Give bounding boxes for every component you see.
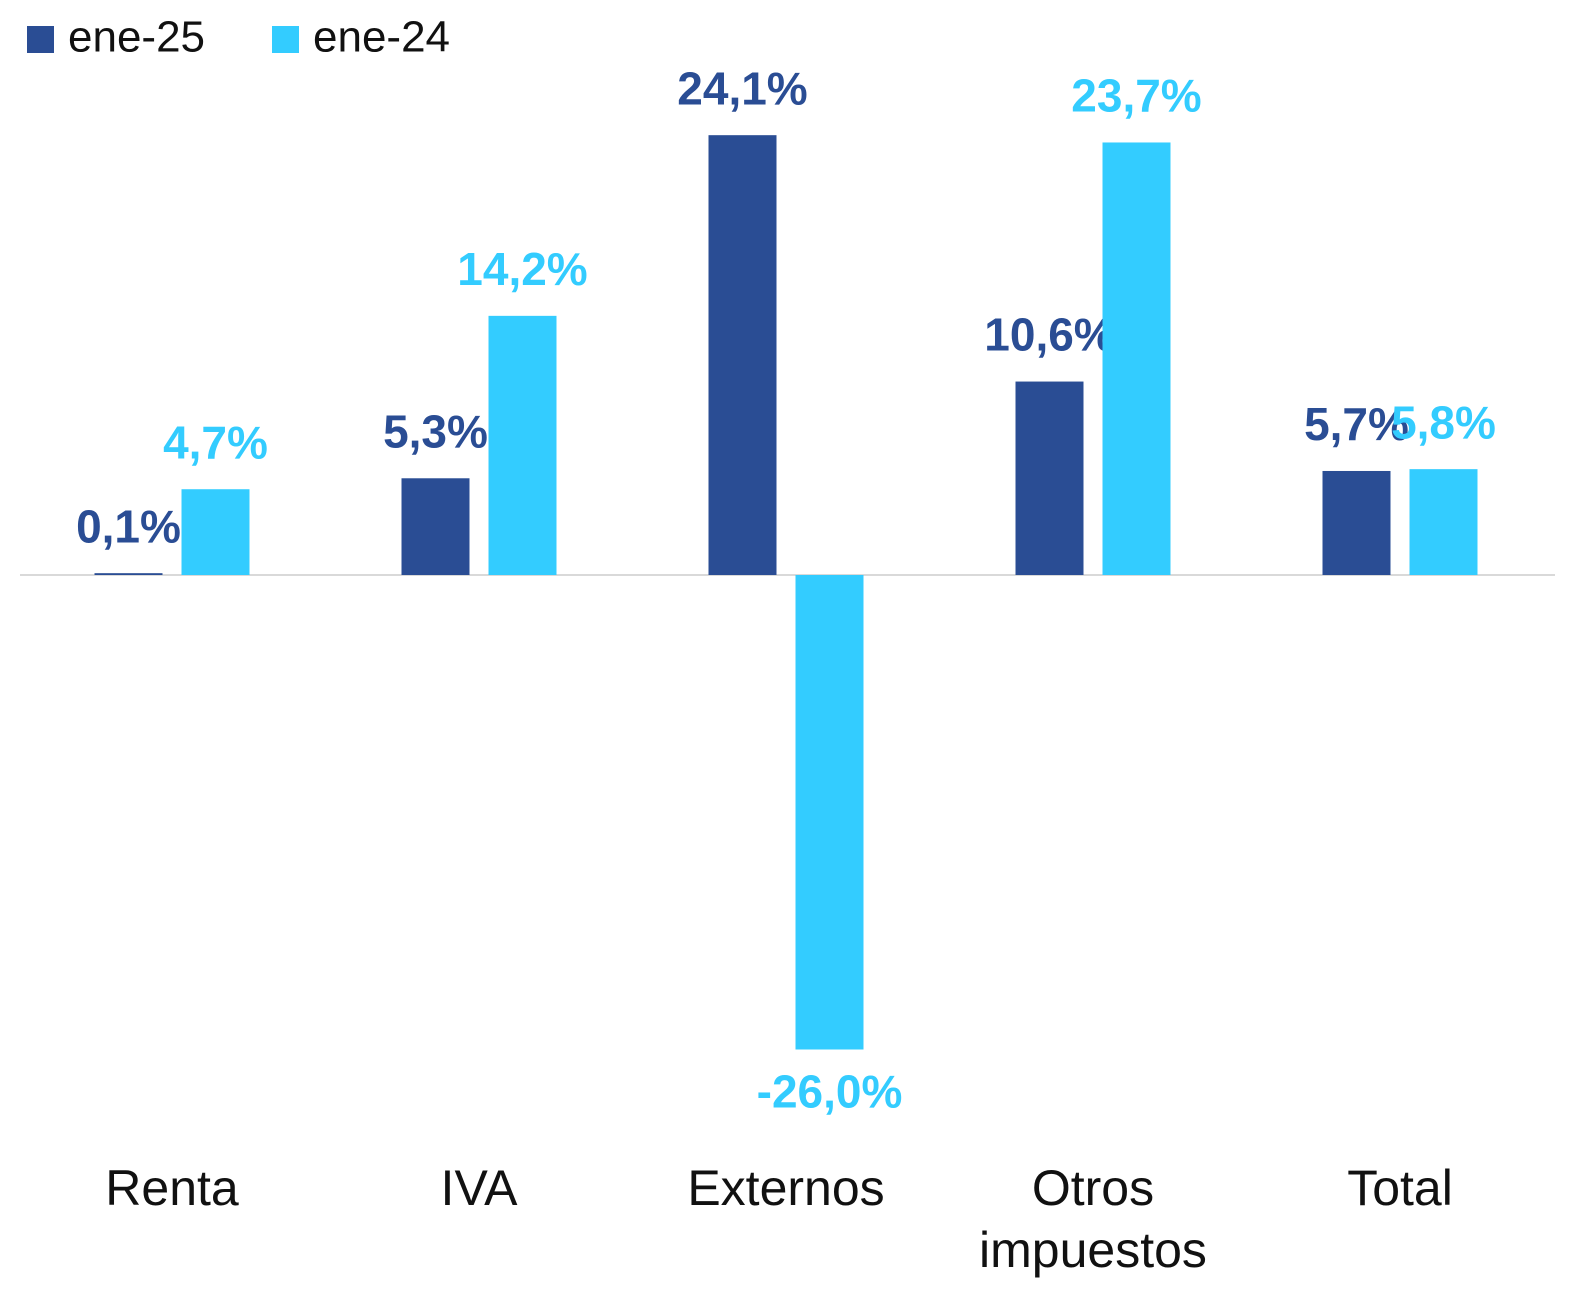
bar — [1322, 470, 1391, 575]
bar — [401, 478, 470, 575]
legend-label: ene-24 — [313, 13, 450, 62]
data-label: 5,7% — [1304, 398, 1409, 450]
x-tick-label: Externos — [687, 1160, 885, 1216]
data-label: 24,1% — [677, 62, 807, 114]
bar — [488, 315, 557, 575]
x-tick-label: Renta — [105, 1160, 239, 1216]
data-label: 5,3% — [383, 405, 488, 457]
bar — [1015, 381, 1084, 575]
bar — [1102, 142, 1171, 575]
data-label: 4,7% — [163, 416, 268, 468]
legend-swatch — [272, 26, 299, 53]
x-tick-label: Total — [1347, 1160, 1453, 1216]
bar — [708, 135, 777, 576]
bar — [181, 489, 250, 575]
bar — [1409, 469, 1478, 575]
bar — [795, 575, 864, 1050]
data-label: 0,1% — [76, 500, 181, 552]
legend-label: ene-25 — [68, 13, 205, 62]
bar — [94, 573, 163, 575]
data-label: 5,8% — [1391, 396, 1496, 448]
data-label: 10,6% — [984, 309, 1114, 361]
data-label: 14,2% — [457, 243, 587, 295]
data-label: 23,7% — [1071, 70, 1201, 122]
x-tick-label: Otros impuestos — [979, 1160, 1207, 1278]
data-label: -26,0% — [757, 1066, 903, 1118]
x-tick-label: IVA — [440, 1160, 518, 1216]
legend-swatch — [27, 26, 54, 53]
